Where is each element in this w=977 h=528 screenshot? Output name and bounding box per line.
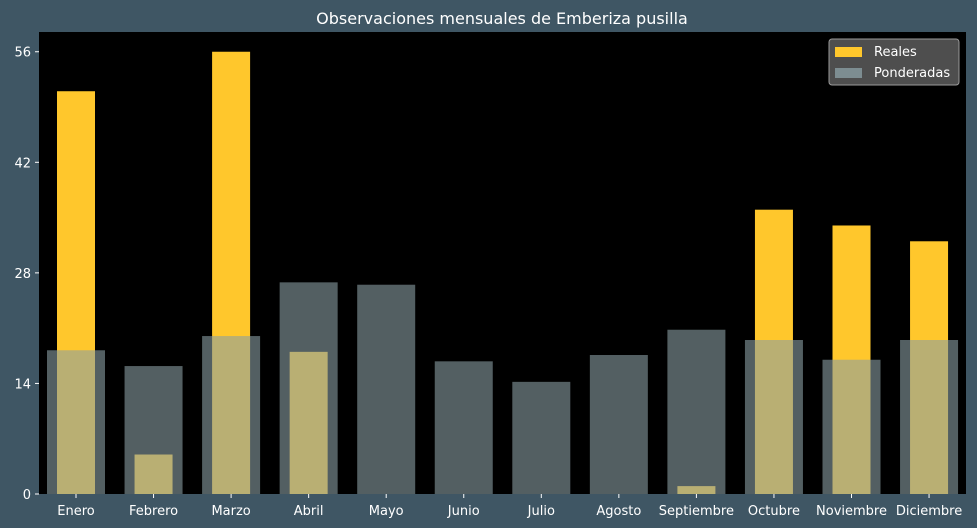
bar-ponderadas-enero xyxy=(47,350,105,494)
y-tick-label: 28 xyxy=(14,267,31,282)
bar-ponderadas-abril xyxy=(279,282,338,494)
bar-ponderadas-diciembre xyxy=(900,340,959,494)
x-tick-label: Marzo xyxy=(211,504,250,519)
bar-ponderadas-junio xyxy=(434,361,493,494)
legend-label-ponderadas: Ponderadas xyxy=(874,66,950,81)
bars-layer xyxy=(47,51,959,494)
x-tick-label: Abril xyxy=(294,504,324,519)
y-tick-label: 14 xyxy=(14,377,31,392)
x-tick-label: Julio xyxy=(527,504,555,519)
legend-swatch-reales xyxy=(835,47,862,57)
bar-ponderadas-julio xyxy=(512,381,571,494)
bar-ponderadas-noviembre xyxy=(822,359,881,494)
legend-swatch-ponderadas xyxy=(835,68,862,78)
x-tick-label: Febrero xyxy=(129,504,178,519)
chart-title: Observaciones mensuales de Emberiza pusi… xyxy=(316,9,688,28)
x-tick-label: Mayo xyxy=(369,504,404,519)
x-tick-label: Diciembre xyxy=(896,504,962,519)
y-tick-label: 0 xyxy=(23,488,31,503)
x-tick-label: Enero xyxy=(57,504,95,519)
legend: Reales Ponderadas xyxy=(828,38,960,86)
plot-area xyxy=(39,32,966,494)
x-tick-label: Junio xyxy=(447,504,480,519)
axes-layer: Enero Febrero Marzo Abril Mayo Junio Julio Agos… xyxy=(14,46,962,519)
x-tick-label: Octubre xyxy=(748,504,800,519)
bar-ponderadas-septiembre xyxy=(667,329,726,494)
x-tick-label: Agosto xyxy=(596,504,641,519)
x-tick-label: Septiembre xyxy=(659,504,734,519)
y-tick-label: 56 xyxy=(14,46,31,61)
bar-ponderadas-febrero xyxy=(124,366,183,494)
bar-ponderadas-mayo xyxy=(357,284,416,494)
bar-ponderadas-agosto xyxy=(589,355,648,494)
bar-ponderadas-marzo xyxy=(202,336,261,494)
legend-label-reales: Reales xyxy=(874,45,917,60)
bar-ponderadas-octubre xyxy=(744,340,803,494)
y-tick-label: 42 xyxy=(14,156,31,171)
x-tick-label: Noviembre xyxy=(816,504,887,519)
